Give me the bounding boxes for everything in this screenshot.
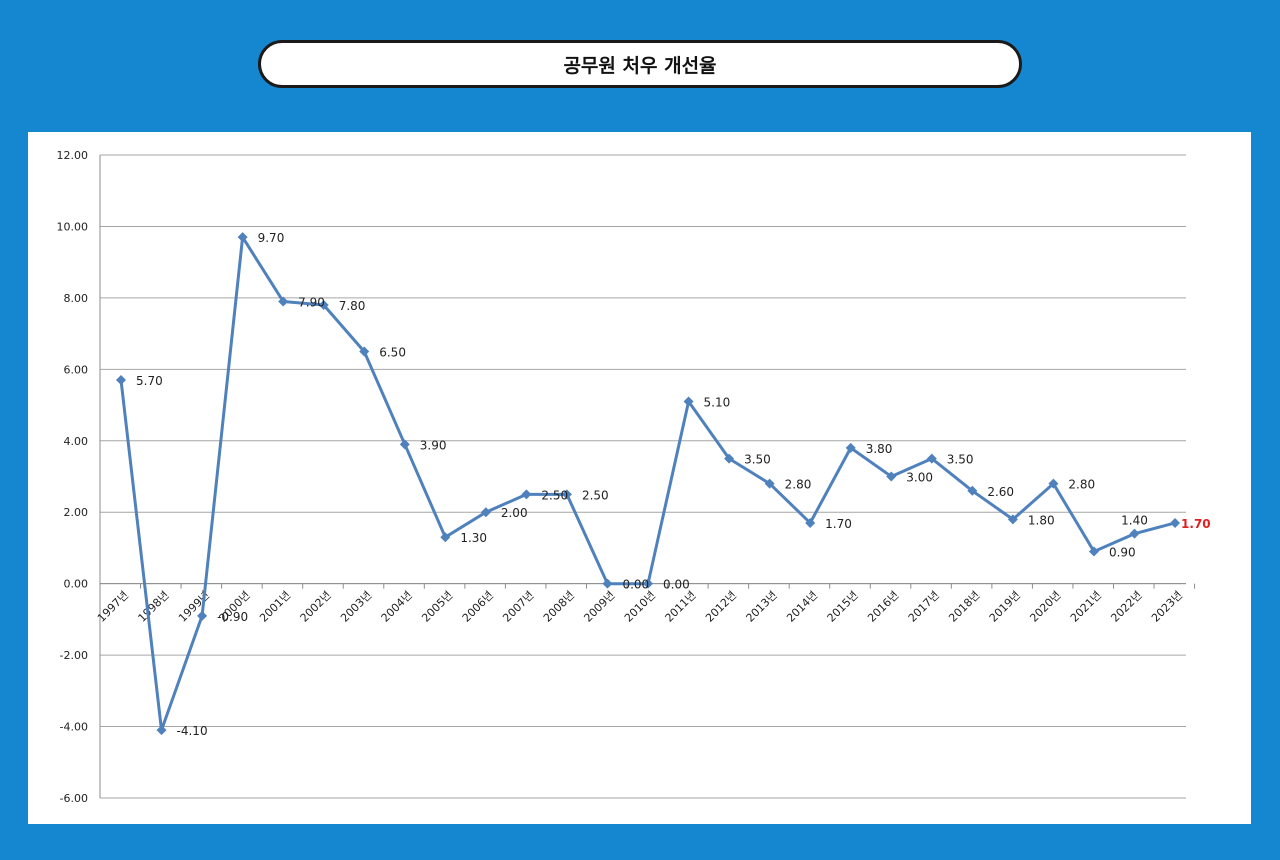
- line-chart: 12.00 10.00 8.00 6.00 4.00 2.00 0.00 -2.00 -4.00…: [57, 149, 1211, 805]
- data-label: 2.50: [582, 488, 609, 502]
- x-tick-label: 2023년: [1149, 589, 1185, 625]
- x-tick-label: 2003년: [338, 589, 374, 625]
- data-point-marker: [116, 375, 126, 386]
- y-tick-label: -4.00: [60, 721, 88, 734]
- x-tick-label: 2004년: [379, 589, 415, 625]
- data-label: 0.00: [622, 578, 649, 592]
- x-tick-label: 2021년: [1068, 589, 1104, 625]
- x-tick-label: 2008년: [541, 589, 577, 625]
- y-tick-label: 8.00: [64, 292, 89, 305]
- data-point-marker: [561, 489, 572, 500]
- data-label: 5.70: [136, 374, 163, 388]
- y-tick-label: 6.00: [64, 363, 89, 376]
- data-point-marker: [886, 471, 897, 482]
- data-point-marker: [1129, 528, 1140, 539]
- data-point-marker: [399, 439, 410, 450]
- data-point-marker: [197, 610, 208, 621]
- data-point-marker: [1048, 478, 1059, 489]
- data-label: 9.70: [258, 231, 285, 245]
- x-tick-label: 2022년: [1108, 589, 1144, 625]
- data-point-marker: [845, 442, 856, 453]
- data-point-marker: [1170, 517, 1181, 528]
- chart-title-banner: 공무원 처우 개선율: [258, 40, 1022, 88]
- x-tick-label: 2005년: [419, 589, 455, 625]
- data-label: 1.80: [1028, 513, 1055, 527]
- x-tick-label: 2009년: [581, 589, 617, 625]
- data-label: -4.10: [177, 724, 208, 738]
- data-point-marker: [1007, 514, 1018, 525]
- x-tick-label: 2007년: [500, 589, 536, 625]
- data-label: 5.10: [704, 395, 731, 409]
- data-point-marker: [480, 507, 491, 518]
- data-point-marker: [967, 485, 978, 496]
- x-tick-label: 2012년: [703, 589, 739, 625]
- data-label: -0.90: [217, 610, 248, 624]
- x-tick-label: 2011년: [663, 589, 699, 625]
- data-point-marker: [926, 453, 937, 464]
- data-point-marker: [805, 517, 816, 528]
- y-tick-label: 10.00: [57, 220, 89, 233]
- data-point-marker: [318, 300, 329, 311]
- data-label: 6.50: [379, 345, 406, 359]
- x-tick-label: 2018년: [946, 589, 982, 625]
- data-label: 1.30: [460, 531, 487, 545]
- data-label: 3.00: [906, 471, 933, 485]
- data-label: 2.60: [987, 485, 1014, 499]
- data-label: 0.90: [1109, 546, 1136, 560]
- x-tick-label: 1999년: [176, 589, 212, 625]
- data-label: 7.90: [298, 295, 325, 309]
- chart-panel: 12.00 10.00 8.00 6.00 4.00 2.00 0.00 -2.00 -4.00…: [28, 132, 1251, 824]
- x-tick-label: 2017년: [906, 589, 942, 625]
- data-label: 7.80: [339, 299, 366, 313]
- data-point-marker: [683, 396, 694, 407]
- data-label: 3.80: [866, 442, 893, 456]
- data-label: 1.40: [1121, 514, 1148, 528]
- data-point-marker: [764, 478, 775, 489]
- x-tick-label: 2001년: [257, 589, 293, 625]
- data-point-marker: [237, 232, 248, 243]
- x-tick-label: 2020년: [1027, 589, 1063, 625]
- data-label: 3.90: [420, 438, 447, 452]
- x-tick-label: 2016년: [865, 589, 901, 625]
- series-line: [119, 235, 1177, 732]
- data-point-marker: [156, 725, 167, 736]
- x-tick-label: 2006년: [460, 589, 496, 625]
- data-label: 3.50: [744, 453, 771, 467]
- data-point-marker: [643, 578, 654, 589]
- x-tick-label: 2015년: [825, 589, 861, 625]
- x-tick-label: 2002년: [298, 589, 334, 625]
- y-tick-label: -2.00: [60, 649, 88, 662]
- y-tick-label: 12.00: [57, 149, 89, 162]
- data-point-marker: [724, 453, 735, 464]
- x-tick-label: 1998년: [136, 589, 172, 625]
- y-tick-label: 4.00: [64, 435, 89, 448]
- data-label: 0.00: [663, 578, 690, 592]
- data-label: 2.50: [541, 488, 568, 502]
- data-point-marker: [440, 532, 451, 543]
- y-tick-label: 2.00: [64, 506, 89, 519]
- data-label: 3.50: [947, 453, 974, 467]
- data-label: 2.00: [501, 506, 528, 520]
- data-point-marker: [521, 489, 532, 500]
- data-point-marker: [359, 346, 370, 357]
- data-label: 1.70: [825, 517, 852, 531]
- data-label: 2.80: [785, 478, 812, 492]
- x-tick-label: 2014년: [784, 589, 820, 625]
- x-tick-label: 2013년: [744, 589, 780, 625]
- page-title: 공무원 처우 개선율: [563, 54, 717, 77]
- data-point-marker: [602, 578, 613, 589]
- x-tick-label: 2019년: [987, 589, 1023, 625]
- data-label: 2.80: [1068, 478, 1095, 492]
- data-point-marker: [278, 296, 289, 307]
- y-tick-label: -6.00: [60, 792, 88, 805]
- y-tick-label: 0.00: [64, 578, 89, 591]
- x-tick-label: 2010년: [622, 589, 658, 625]
- data-label: 1.70: [1181, 517, 1211, 531]
- data-point-marker: [1088, 546, 1099, 557]
